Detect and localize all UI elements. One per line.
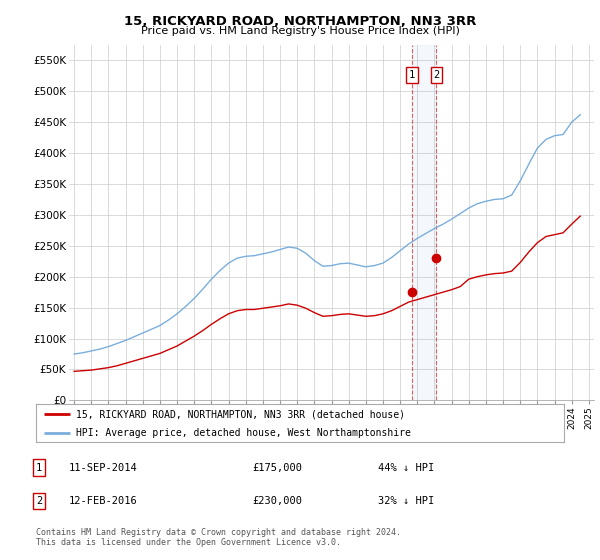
Text: £175,000: £175,000: [252, 463, 302, 473]
Text: 1: 1: [36, 463, 42, 473]
Text: 15, RICKYARD ROAD, NORTHAMPTON, NN3 3RR: 15, RICKYARD ROAD, NORTHAMPTON, NN3 3RR: [124, 15, 476, 27]
Text: 12-FEB-2016: 12-FEB-2016: [69, 496, 138, 506]
Bar: [412, 45, 436, 400]
Text: HPI: Average price, detached house, West Northamptonshire: HPI: Average price, detached house, West…: [76, 428, 410, 438]
Text: Contains HM Land Registry data © Crown copyright and database right 2024.
This d: Contains HM Land Registry data © Crown c…: [36, 528, 401, 547]
Text: 11-SEP-2014: 11-SEP-2014: [69, 463, 138, 473]
Text: Price paid vs. HM Land Registry's House Price Index (HPI): Price paid vs. HM Land Registry's House …: [140, 26, 460, 36]
Text: 15, RICKYARD ROAD, NORTHAMPTON, NN3 3RR (detached house): 15, RICKYARD ROAD, NORTHAMPTON, NN3 3RR …: [76, 409, 404, 419]
Text: 2: 2: [433, 70, 439, 80]
Text: £230,000: £230,000: [252, 496, 302, 506]
Text: 2: 2: [36, 496, 42, 506]
Text: 32% ↓ HPI: 32% ↓ HPI: [378, 496, 434, 506]
Text: 1: 1: [409, 70, 415, 80]
Text: 44% ↓ HPI: 44% ↓ HPI: [378, 463, 434, 473]
